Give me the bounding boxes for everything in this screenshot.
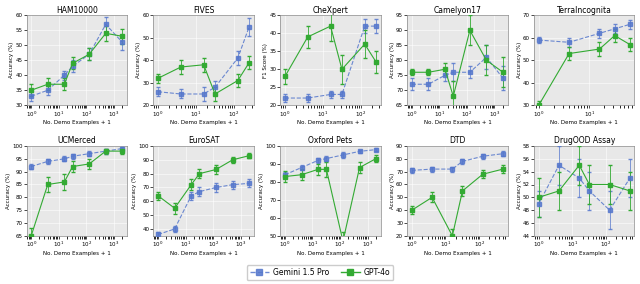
X-axis label: No. Demo Examples + 1: No. Demo Examples + 1 [297,251,364,256]
X-axis label: No. Demo Examples + 1: No. Demo Examples + 1 [170,120,237,125]
Legend: Gemini 1.5 Pro, GPT-4o: Gemini 1.5 Pro, GPT-4o [247,265,393,280]
Title: DTD: DTD [449,136,466,145]
Y-axis label: Accuracy (%): Accuracy (%) [390,173,395,209]
Y-axis label: Accuracy (%): Accuracy (%) [390,42,395,78]
Y-axis label: Accuracy (%): Accuracy (%) [9,42,14,78]
Title: CheXpert: CheXpert [312,6,348,14]
Y-axis label: Accuracy (%): Accuracy (%) [6,173,10,209]
X-axis label: No. Demo Examples + 1: No. Demo Examples + 1 [43,120,111,125]
Title: HAM10000: HAM10000 [56,6,98,14]
Title: EuroSAT: EuroSAT [188,136,220,145]
Title: Camelyon17: Camelyon17 [433,6,481,14]
Y-axis label: Accuracy (%): Accuracy (%) [516,42,522,78]
Y-axis label: Accuracy (%): Accuracy (%) [259,173,264,209]
Y-axis label: Accuracy (%): Accuracy (%) [136,42,141,78]
Title: UCMerced: UCMerced [58,136,96,145]
Y-axis label: Accuracy (%): Accuracy (%) [132,173,138,209]
X-axis label: No. Demo Examples + 1: No. Demo Examples + 1 [550,251,618,256]
Title: DrugOOD Assay: DrugOOD Assay [554,136,615,145]
X-axis label: No. Demo Examples + 1: No. Demo Examples + 1 [550,120,618,125]
X-axis label: No. Demo Examples + 1: No. Demo Examples + 1 [170,251,237,256]
Title: TerraIncognita: TerraIncognita [557,6,612,14]
Title: Oxford Pets: Oxford Pets [308,136,353,145]
X-axis label: No. Demo Examples + 1: No. Demo Examples + 1 [424,251,492,256]
X-axis label: No. Demo Examples + 1: No. Demo Examples + 1 [43,251,111,256]
Y-axis label: Accuracy (%): Accuracy (%) [516,173,522,209]
X-axis label: No. Demo Examples + 1: No. Demo Examples + 1 [297,120,364,125]
Title: FIVES: FIVES [193,6,214,14]
X-axis label: No. Demo Examples + 1: No. Demo Examples + 1 [424,120,492,125]
Y-axis label: F1 Score (%): F1 Score (%) [263,43,268,78]
